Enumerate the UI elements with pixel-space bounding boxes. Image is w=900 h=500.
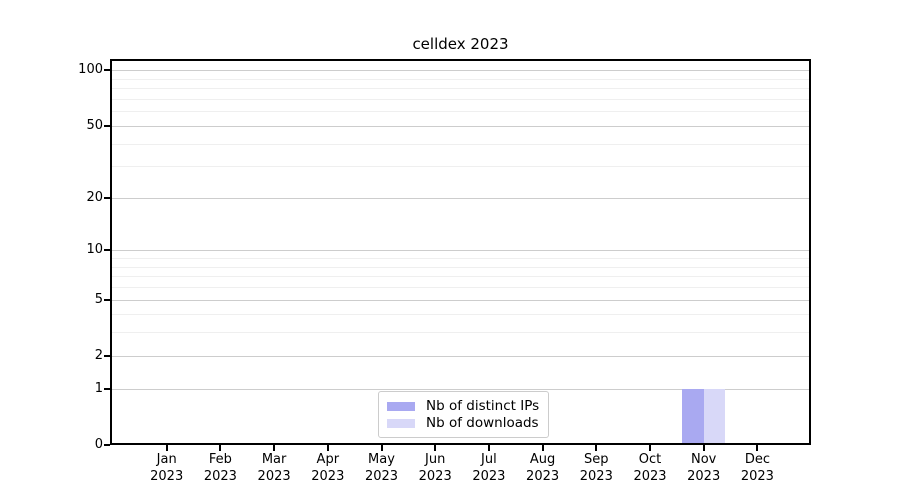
minor-gridline [110, 332, 811, 334]
plot-area [110, 59, 811, 445]
y-axis-tick [104, 298, 110, 301]
y-tick-label: 5 [94, 291, 103, 307]
major-gridline [110, 355, 811, 357]
y-tick-label: 100 [78, 62, 103, 78]
minor-gridline [110, 314, 811, 316]
x-axis-tick [649, 445, 651, 451]
x-axis-tick [756, 445, 759, 451]
x-axis-tick [487, 445, 490, 451]
y-tick-label: 0 [94, 437, 103, 452]
y-tick-label: 10 [86, 242, 103, 258]
y-axis-tick [104, 444, 110, 446]
minor-gridline [110, 166, 811, 168]
major-gridline [110, 70, 811, 72]
y-axis-tick [104, 124, 110, 127]
x-tick-label: Mar 2023 [257, 452, 291, 484]
x-tick-label: Sep 2023 [579, 452, 613, 484]
major-gridline [110, 125, 811, 127]
x-axis-tick [165, 445, 168, 451]
minor-gridline [110, 258, 811, 259]
legend-swatch-distinct-ips [387, 401, 415, 411]
x-axis-tick [595, 445, 598, 451]
x-tick-label: Jun 2023 [418, 452, 452, 484]
minor-gridline [110, 143, 811, 145]
major-gridline [110, 197, 811, 199]
y-tick-label: 20 [86, 189, 103, 205]
legend-label-downloads: Nb of downloads [426, 415, 539, 431]
minor-gridline [110, 78, 811, 80]
legend-item-downloads: Nb of downloads [387, 415, 539, 431]
x-axis-tick [434, 445, 437, 451]
y-axis-tick [104, 196, 110, 199]
y-axis-tick [104, 69, 110, 72]
legend-swatch-downloads [387, 418, 415, 428]
x-tick-label: Aug 2023 [526, 452, 560, 484]
x-axis-tick [273, 445, 276, 451]
x-tick-label: Jul 2023 [472, 452, 506, 484]
x-axis-tick [219, 445, 222, 451]
legend: Nb of distinct IPs Nb of downloads [378, 391, 550, 438]
y-tick-label: 50 [86, 117, 103, 133]
minor-gridline [110, 111, 811, 113]
x-axis-tick [326, 445, 329, 451]
x-axis-tick [541, 445, 544, 451]
chart-title: celldex 2023 [412, 35, 509, 53]
x-tick-label: Jan 2023 [150, 452, 184, 484]
y-axis-tick [104, 354, 110, 357]
x-tick-label: Dec 2023 [740, 452, 774, 484]
y-axis-tick [104, 249, 110, 252]
y-axis-tick [104, 387, 110, 390]
y-tick-label: 1 [94, 380, 103, 396]
bar-nb-of-downloads [703, 388, 726, 445]
x-tick-label: Apr 2023 [311, 452, 345, 484]
minor-gridline [110, 88, 811, 90]
x-tick-label: Nov 2023 [687, 452, 721, 484]
legend-item-distinct-ips: Nb of distinct IPs [387, 398, 539, 414]
minor-gridline [110, 98, 811, 100]
bar-nb-of-distinct-ips [682, 388, 704, 445]
x-axis-tick [702, 445, 705, 451]
major-gridline [110, 299, 811, 301]
x-tick-label: May 2023 [364, 452, 399, 484]
major-gridline [110, 250, 811, 252]
x-tick-label: Oct 2023 [633, 452, 667, 484]
minor-gridline [110, 276, 811, 278]
legend-label-distinct-ips: Nb of distinct IPs [426, 398, 540, 414]
minor-gridline [110, 287, 811, 288]
x-tick-label: Feb 2023 [203, 452, 237, 484]
y-tick-label: 2 [94, 347, 103, 363]
major-gridline [110, 388, 811, 390]
minor-gridline [110, 266, 811, 268]
x-axis-tick [380, 445, 383, 451]
